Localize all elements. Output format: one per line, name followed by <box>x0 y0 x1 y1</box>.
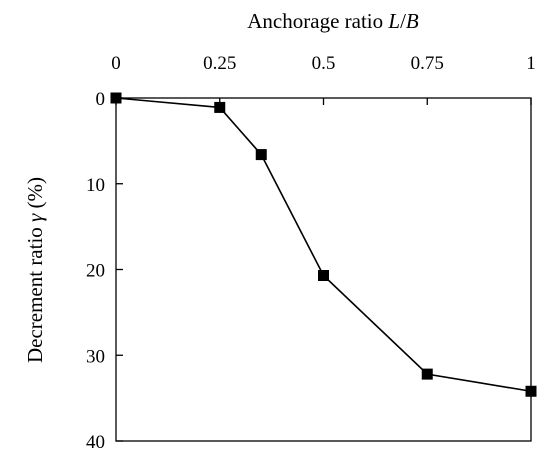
x-tick-label-0: 0 <box>111 53 121 74</box>
data-point-0-3 <box>318 270 329 282</box>
y-axis-title-unit: (%) <box>23 177 47 214</box>
y-tick-label-2: 20 <box>86 261 105 282</box>
data-point-0-5 <box>525 385 537 397</box>
y-tick-label-4: 40 <box>86 432 105 453</box>
x-tick-label-2: 0.5 <box>312 53 336 74</box>
data-point-0-1 <box>214 101 226 113</box>
y-axis-title-text: Decrement ratio <box>23 222 47 363</box>
y-axis-title: Decrement ratio γ (%) <box>23 177 47 363</box>
x-tick-label-1: 0.25 <box>203 53 236 74</box>
x-axis-title-var-l: L <box>387 9 400 33</box>
x-tick-label-4: 1 <box>526 53 536 74</box>
data-point-0-4 <box>421 368 433 380</box>
y-tick-label-1: 10 <box>86 175 105 196</box>
series <box>110 92 537 397</box>
x-axis-title-var-b: B <box>406 9 419 33</box>
y-tick-label-0: 0 <box>96 89 106 110</box>
x-tick-label-3: 0.75 <box>411 53 444 74</box>
data-point-0-0 <box>110 92 122 104</box>
x-axis-title-text: Anchorage ratio <box>247 9 388 33</box>
x-axis-title-slash: / <box>400 9 406 33</box>
y-tick-label-3: 30 <box>86 346 105 367</box>
data-point-0-2 <box>255 149 267 161</box>
x-axis-title: Anchorage ratio L/B <box>247 9 419 33</box>
y-axis-title-var: γ <box>23 213 47 222</box>
series-line-0 <box>115 97 532 393</box>
plot-frame <box>115 97 532 442</box>
